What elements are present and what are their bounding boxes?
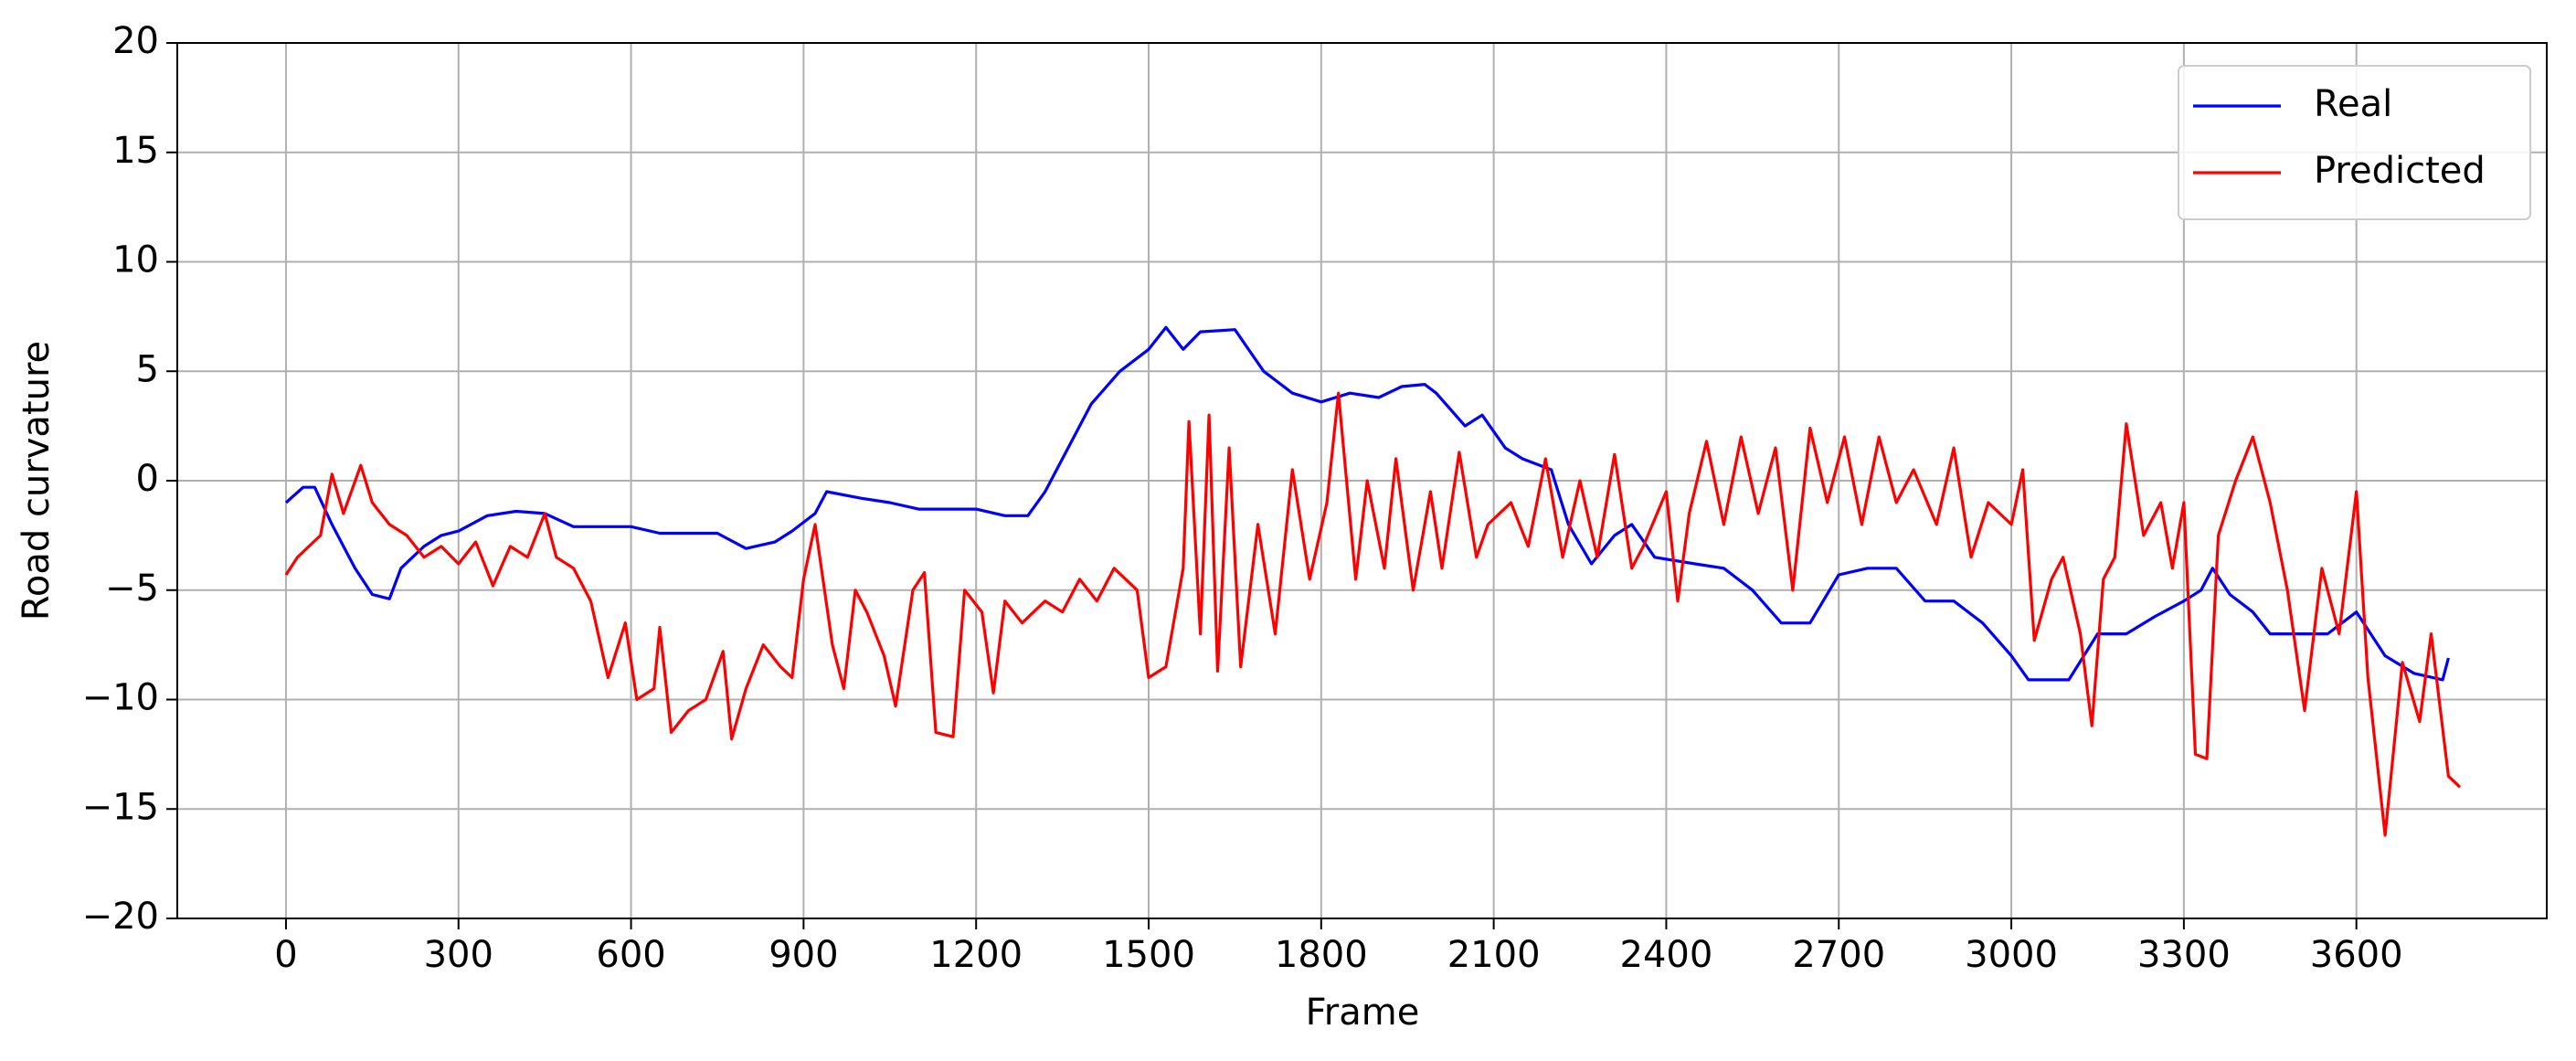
x-tick-label: 300 <box>424 934 493 976</box>
y-tick-label: 15 <box>112 130 159 172</box>
plot-frame <box>176 42 2548 919</box>
y-tick-label: −15 <box>82 786 159 828</box>
x-tick-label: 2100 <box>1447 934 1541 976</box>
x-tick-label: 1800 <box>1275 934 1368 976</box>
y-tick-label: 20 <box>112 20 159 62</box>
y-tick-label: 10 <box>112 239 159 281</box>
y-tick-label: 0 <box>136 458 159 500</box>
x-tick-label: 2700 <box>1792 934 1885 976</box>
y-tick-label: 5 <box>136 348 159 390</box>
x-tick-label: 600 <box>596 934 665 976</box>
legend-box <box>2178 65 2531 220</box>
x-tick-label: 3000 <box>1965 934 2058 976</box>
data-line <box>284 391 2462 837</box>
x-tick-label: 0 <box>274 934 297 976</box>
y-tick-label: −10 <box>82 677 159 719</box>
y-tick-label: −5 <box>105 568 159 610</box>
x-tick-label: 3600 <box>2310 934 2403 976</box>
x-tick-label: 2400 <box>1620 934 1713 976</box>
x-tick-label: 900 <box>769 934 838 976</box>
y-axis-label: Road curvature <box>16 341 58 621</box>
x-tick-label: 1500 <box>1102 934 1195 976</box>
legend-label: Real <box>2314 83 2392 125</box>
data-line <box>284 325 2450 682</box>
x-tick-label: 3300 <box>2137 934 2231 976</box>
x-tick-label: 1200 <box>929 934 1023 976</box>
legend-label: Predicted <box>2314 150 2486 192</box>
y-tick-label: −20 <box>82 896 159 938</box>
x-axis-label: Frame <box>1306 992 1420 1034</box>
